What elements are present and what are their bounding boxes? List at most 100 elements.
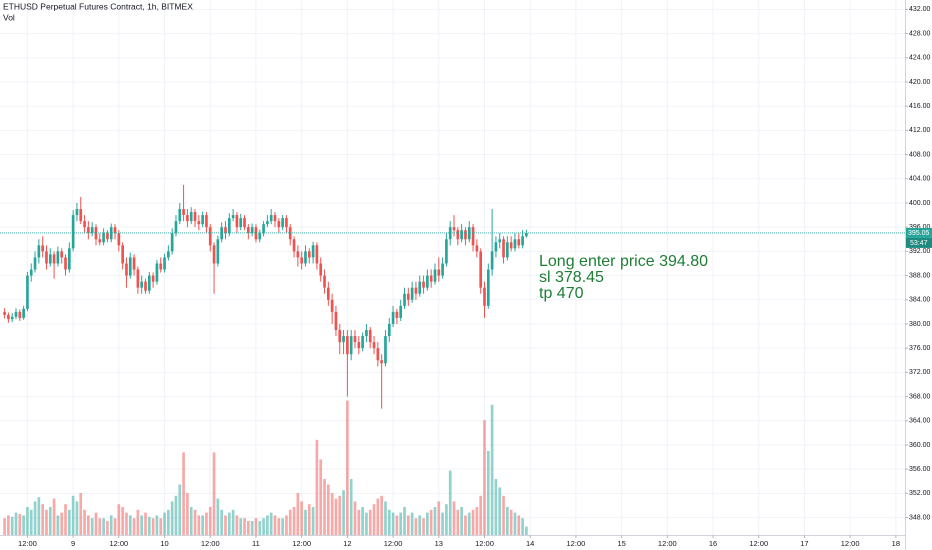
candle-body [346,336,349,355]
candle-body [208,227,212,246]
volume-bar [212,452,216,535]
volume-bar [372,504,376,535]
candle-body [121,245,124,264]
y-tick-label: 400.00 [909,200,931,207]
volume-bar [18,514,22,535]
volume-bar [433,507,437,535]
y-tick-label: 376.00 [909,345,931,352]
candle-body [10,316,14,320]
candle-body [254,227,258,240]
candle-body [361,336,364,349]
volume-bar [71,495,75,535]
volume-bar [26,507,29,535]
candle-body [193,212,197,222]
volume-bar [189,507,193,535]
candle-body [502,239,505,258]
volume-bar [315,439,319,535]
volume-bar [163,512,166,535]
candle-body [414,287,418,294]
volume-bar [395,515,399,535]
candle-body [273,215,277,222]
volume-bar [155,515,159,535]
candle-body [26,275,29,309]
candle-body [231,215,235,219]
volume-bar [29,509,33,535]
candle-body [525,232,528,237]
volume-bar [113,518,117,535]
candle-body [64,257,67,270]
volume-bar [37,497,41,535]
x-tick-label: 12:00 [201,539,220,548]
volume-bar [346,400,349,535]
volume-pane [3,400,528,535]
candle-body [311,245,315,258]
candle-body [22,308,25,318]
volume-bar [239,518,243,535]
y-tick-label: 356.00 [909,466,931,473]
candle-body [67,248,71,270]
candle-body [178,209,182,222]
volume-bar [254,518,258,535]
candle-body [418,281,422,294]
candle-body [368,330,372,343]
candle-body [247,227,250,234]
candle-body [205,215,208,228]
candle-body [117,233,121,246]
volume-bar [117,504,121,535]
candle-body [212,245,216,264]
volume-bar [380,495,383,535]
candle-body [235,215,239,228]
volume-bar [426,512,429,535]
candle-body [391,311,395,324]
candle-body [365,330,368,337]
x-tick-label: 12:00 [567,539,586,548]
volume-bar [357,509,361,535]
volume-bar [266,515,269,535]
last-price-box [906,227,932,238]
volume-bar [247,521,250,535]
x-tick-label: 12:00 [18,539,37,548]
candle-body [441,263,444,276]
volume-bar [106,521,109,535]
annotation-line: sl 378.45 [539,269,604,286]
candle-body [281,218,284,228]
candle-body [372,342,376,349]
candle-body [479,251,483,288]
candle-body [315,245,319,264]
volume-bar [174,495,178,535]
candle-body [224,227,227,234]
candle-body [513,239,517,249]
volume-bar [490,404,494,535]
volume-bar [125,512,128,535]
candle-body [517,239,521,246]
annotation-line: tp 470 [539,285,584,302]
candle-body [216,239,220,264]
volume-bar [121,507,124,535]
volume-bar [224,515,227,535]
candles [3,184,528,409]
volume-bar [448,470,452,535]
candle-body [147,275,151,291]
volume-bar [136,509,140,535]
volume-bar [243,518,246,535]
candle-body [506,242,509,258]
candle-body [437,269,441,276]
volume-label: Vol [3,12,15,22]
candle-body [395,311,399,318]
y-tick-label: 412.00 [909,127,931,134]
candle-body [296,251,300,258]
volume-bar [467,512,471,535]
volume-bar [365,512,368,535]
volume-bar [387,509,391,535]
volume-bar [258,521,262,535]
volume-bar [307,504,311,535]
axes: 348.00 352.00 356.00 360.00 364.00 368.00 372.… [0,6,932,548]
candle-body [45,251,48,264]
candle-body [159,263,163,270]
countdown-box [906,237,932,248]
candle-body [94,227,98,240]
candle-body [189,212,193,222]
x-tick-label: 14 [526,539,534,548]
y-tick-label: 408.00 [909,151,931,158]
y-tick-label: 424.00 [909,55,931,62]
